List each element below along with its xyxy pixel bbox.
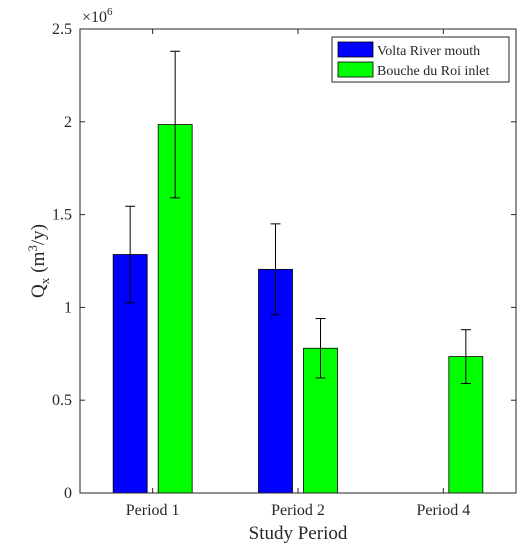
x-tick-label: Period 4 — [416, 502, 470, 519]
legend-label-bouche: Bouche du Roi inlet — [377, 64, 489, 79]
y-scale-base: ×10 — [82, 9, 107, 26]
y-axis-label: Qx (m3/y) — [25, 224, 52, 298]
y-tick-label: 1.5 — [52, 207, 72, 224]
legend: Volta River mouth Bouche du Roi inlet — [331, 36, 510, 83]
y-tick-label: 0.5 — [52, 392, 72, 409]
y-scale-exponent: 6 — [107, 6, 113, 18]
legend-swatch-volta — [337, 41, 374, 58]
legend-swatch-bouche — [337, 61, 374, 78]
x-tick-label: Period 1 — [126, 502, 180, 519]
y-label-sub: x — [37, 277, 52, 284]
legend-label-volta: Volta River mouth — [377, 44, 480, 59]
x-tick-label: Period 2 — [271, 502, 325, 519]
plot-area — [80, 29, 516, 493]
y-tick-label: 2.5 — [52, 21, 72, 38]
y-label-main: Q — [28, 284, 49, 298]
y-axis-ticks: 0 0.5 1 1.5 2 2.5 — [52, 21, 516, 502]
y-label-unit-post: /y) — [28, 224, 49, 245]
y-tick-label: 2 — [64, 114, 72, 131]
x-axis-label: Study Period — [249, 523, 348, 544]
y-tick-label: 1 — [64, 299, 72, 316]
y-scale-factor: ×106 — [82, 6, 113, 26]
y-label-unit-pre: (m — [28, 251, 49, 272]
y-tick-label: 0 — [64, 485, 72, 502]
y-label-unit-sup: 3 — [25, 245, 40, 252]
x-axis-ticks: Period 1 Period 2 Period 4 — [126, 29, 470, 519]
error-bars-layer — [125, 50, 471, 384]
